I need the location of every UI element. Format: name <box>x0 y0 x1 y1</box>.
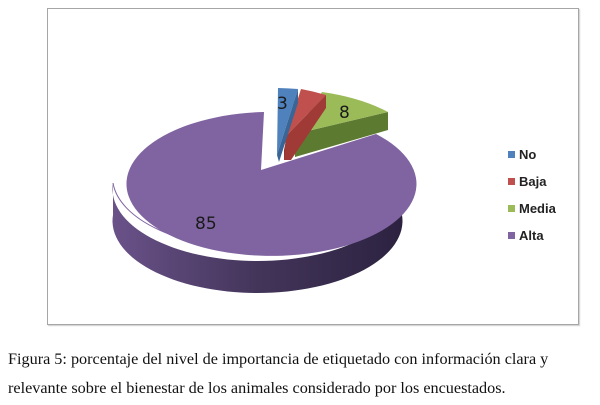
caption-line-1: Figura 5: porcentaje del nivel de import… <box>8 350 549 368</box>
data-label-media: 8 <box>339 103 350 123</box>
legend-item-baja: Baja <box>508 168 556 195</box>
slice-alta-side <box>112 183 403 293</box>
slice-media-side <box>295 112 388 157</box>
legend-swatch-alta <box>508 232 515 239</box>
legend-swatch-baja <box>508 178 515 185</box>
pie-chart <box>112 88 417 293</box>
caption-line-2: relevante sobre el bienestar de los anim… <box>8 379 506 397</box>
legend-label: Baja <box>519 174 547 189</box>
legend-swatch-no <box>508 151 515 158</box>
data-label-no: 3 <box>277 94 288 114</box>
chart-legend: No Baja Media Alta <box>508 141 556 249</box>
legend-item-alta: Alta <box>508 222 556 249</box>
data-label-alta: 85 <box>195 214 217 234</box>
slice-no <box>277 88 298 155</box>
legend-item-media: Media <box>508 195 556 222</box>
slice-baja <box>286 89 326 136</box>
legend-label: Media <box>519 201 556 216</box>
legend-label: Alta <box>519 228 544 243</box>
figure-caption: Figura 5: porcentaje del nivel de import… <box>8 345 598 403</box>
legend-swatch-media <box>508 205 515 212</box>
slice-alta <box>126 112 417 256</box>
legend-item-no: No <box>508 141 556 168</box>
legend-label: No <box>519 147 537 162</box>
